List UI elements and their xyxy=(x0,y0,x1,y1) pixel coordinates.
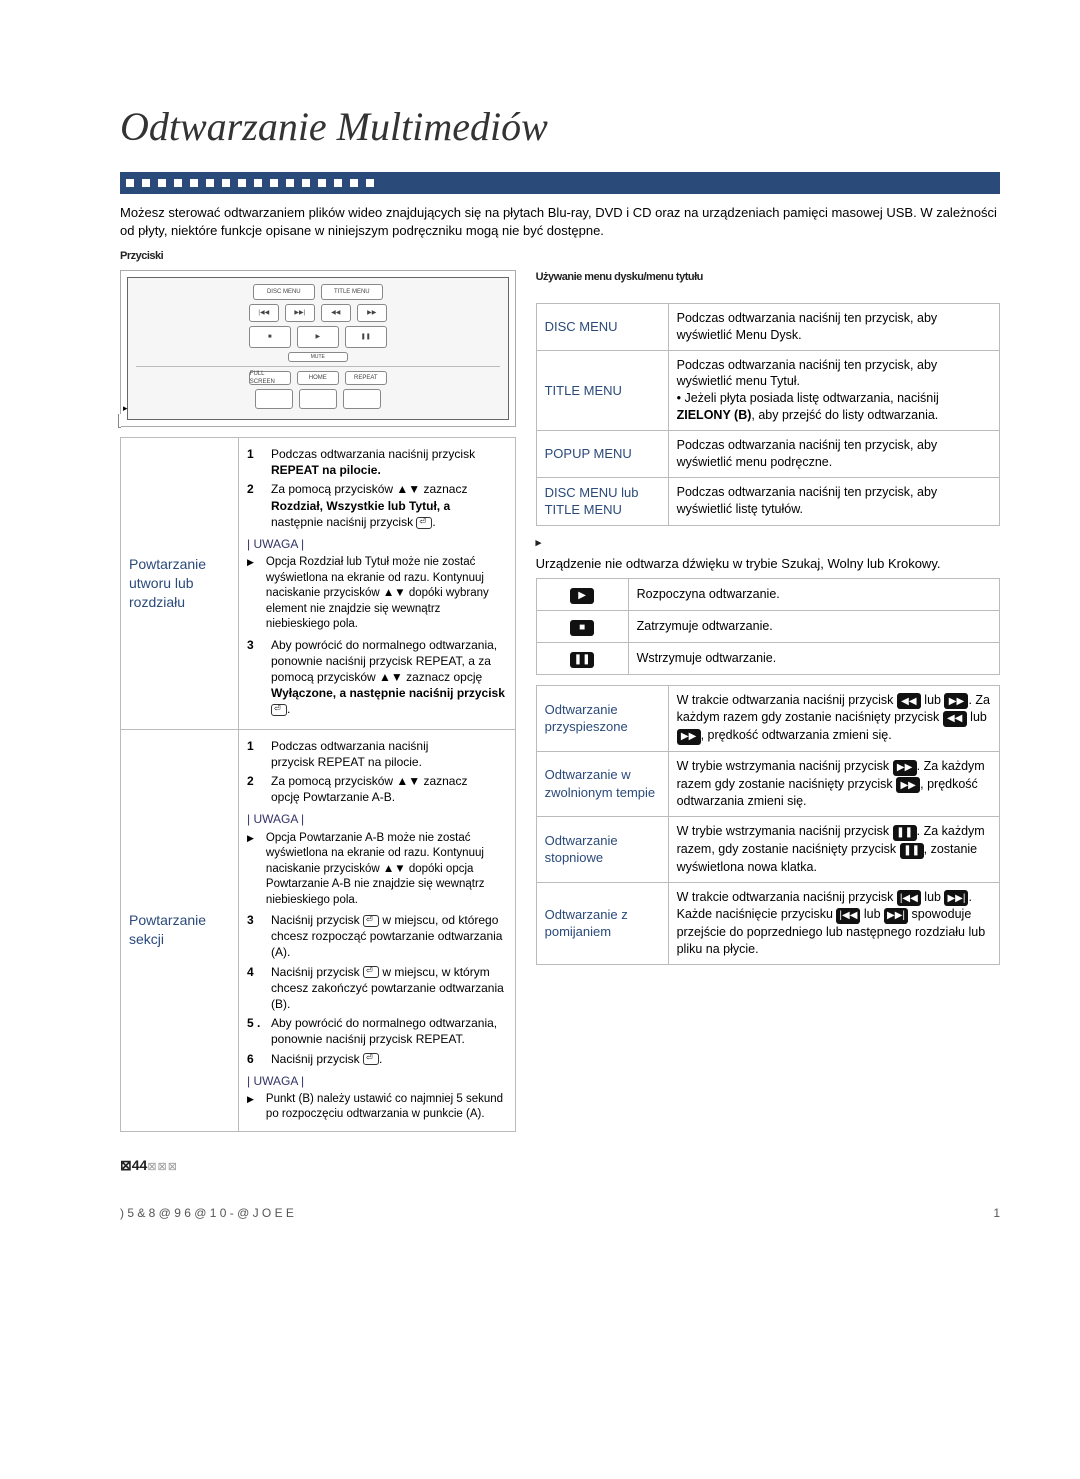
right-paragraph: Urządzenie nie odtwarza dźwięku w trybie… xyxy=(536,555,1000,573)
enter-icon xyxy=(363,966,379,978)
mode-key: Odtwarzanie z pomijaniem xyxy=(536,882,668,964)
repeat-track-body: 1Podczas odtwarzania naciśnij przyciskRE… xyxy=(239,437,516,729)
left-subtitle: Przyciski xyxy=(120,249,1000,264)
rew-icon: ◀◀ xyxy=(897,693,921,709)
right-subtitle-2: ▸ xyxy=(536,536,1000,551)
mode-table: Odtwarzanie przyspieszone W trakcie odtw… xyxy=(536,685,1000,965)
remote-prev-icon: |◀◀ xyxy=(249,304,279,322)
menu-key: DISC MENU xyxy=(536,303,668,350)
remote-pause-icon: ❚❚ xyxy=(345,326,387,348)
left-column: DISC MENU TITLE MENU |◀◀ ▶▶| ◀◀ ▶▶ ■ ▶ ❚… xyxy=(120,270,516,1132)
pause-icon: ❚❚ xyxy=(893,825,917,841)
enter-icon xyxy=(363,1053,379,1065)
ff-icon: ▶▶ xyxy=(896,777,920,793)
remote-repeat: REPEAT xyxy=(345,371,387,385)
remote-stop-icon: ■ xyxy=(249,326,291,348)
repeat-section-head: Powtarzanie sekcji xyxy=(121,729,239,1131)
page-title: Odtwarzanie Multimediów xyxy=(120,100,1000,154)
playback-glyph-table: ▶ Rozpoczyna odtwarzanie. ■ Zatrzymuje o… xyxy=(536,578,1000,674)
enter-icon xyxy=(363,915,379,927)
intro-text: Możesz sterować odtwarzaniem plików wide… xyxy=(120,204,1000,239)
menu-val: Podczas odtwarzania naciśnij ten przycis… xyxy=(668,431,999,478)
page-number: ⊠44⊠⊠⊠ xyxy=(120,1157,178,1173)
ff-icon: ▶▶ xyxy=(944,693,968,709)
menu-table: DISC MENU Podczas odtwarzania naciśnij t… xyxy=(536,303,1000,526)
play-val: Zatrzymuje odtwarzanie. xyxy=(628,611,999,643)
menu-key: TITLE MENU xyxy=(536,350,668,431)
repeat-section-body: 1Podczas odtwarzania naciśnijprzycisk RE… xyxy=(239,729,516,1131)
menu-val: Podczas odtwarzania naciśnij ten przycis… xyxy=(668,477,999,525)
play-icon: ▶ xyxy=(570,588,594,604)
menu-key: POPUP MENU xyxy=(536,431,668,478)
lead-marker: ▸ xyxy=(123,402,128,414)
repeat-track-head: Powtarzanie utworu lub rozdziału xyxy=(121,437,239,729)
mode-key: Odtwarzanie stopniowe xyxy=(536,817,668,882)
remote-blank2 xyxy=(299,389,337,409)
remote-home: HOME xyxy=(297,371,339,385)
note-head: | UWAGA | xyxy=(247,1073,507,1089)
play-val: Rozpoczyna odtwarzanie. xyxy=(628,579,999,611)
remote-disc-menu: DISC MENU xyxy=(253,284,315,300)
footer-right: 1 xyxy=(993,1205,1000,1221)
footer-left: ) 5 & 8 @ 9 6 @ 1 0 - @ J O E E xyxy=(120,1205,294,1221)
remote-ff-icon: ▶▶ xyxy=(357,304,387,322)
menu-val: Podczas odtwarzania naciśnij ten przycis… xyxy=(668,350,999,431)
remote-fullscreen: FULL SCREEN xyxy=(249,371,291,385)
remote-diagram: DISC MENU TITLE MENU |◀◀ ▶▶| ◀◀ ▶▶ ■ ▶ ❚… xyxy=(120,270,516,427)
note-head: | UWAGA | xyxy=(247,811,507,827)
rew-icon: ◀◀ xyxy=(943,711,967,727)
remote-mute: MUTE xyxy=(288,352,348,362)
mode-key: Odtwarzanie w zwolnionym tempie xyxy=(536,751,668,816)
menu-val: Podczas odtwarzania naciśnij ten przycis… xyxy=(668,303,999,350)
next-icon: ▶▶| xyxy=(884,908,908,924)
play-val: Wstrzymuje odtwarzanie. xyxy=(628,642,999,674)
stop-icon: ■ xyxy=(570,620,594,636)
mode-val: W trybie wstrzymania naciśnij przycisk ▶… xyxy=(668,751,999,816)
mode-key: Odtwarzanie przyspieszone xyxy=(536,685,668,751)
note-head: | UWAGA | xyxy=(247,536,507,552)
remote-blank3 xyxy=(343,389,381,409)
enter-icon xyxy=(271,704,287,716)
right-subtitle-1: Używanie menu dysku/menu tytułu xyxy=(536,270,1000,285)
remote-play-icon: ▶ xyxy=(297,326,339,348)
next-icon: ▶▶| xyxy=(944,890,968,906)
mode-val: W trybie wstrzymania naciśnij przycisk ❚… xyxy=(668,817,999,882)
prev-icon: |◀◀ xyxy=(836,908,860,924)
ff-icon: ▶▶ xyxy=(677,729,701,745)
section-bar xyxy=(120,172,1000,194)
pause-icon: ❚❚ xyxy=(570,652,594,668)
mode-val: W trakcie odtwarzania naciśnij przycisk … xyxy=(668,685,999,751)
remote-title-menu: TITLE MENU xyxy=(321,284,383,300)
mode-val: W trakcie odtwarzania naciśnij przycisk … xyxy=(668,882,999,964)
prev-icon: |◀◀ xyxy=(897,890,921,906)
pause-icon: ❚❚ xyxy=(900,843,924,859)
ff-icon: ▶▶ xyxy=(893,760,917,776)
enter-icon xyxy=(416,517,432,529)
right-column: Używanie menu dysku/menu tytułu DISC MEN… xyxy=(536,270,1000,1132)
remote-next-icon: ▶▶| xyxy=(285,304,315,322)
remote-blank1 xyxy=(255,389,293,409)
menu-key: DISC MENU lub TITLE MENU xyxy=(536,477,668,525)
remote-rew-icon: ◀◀ xyxy=(321,304,351,322)
